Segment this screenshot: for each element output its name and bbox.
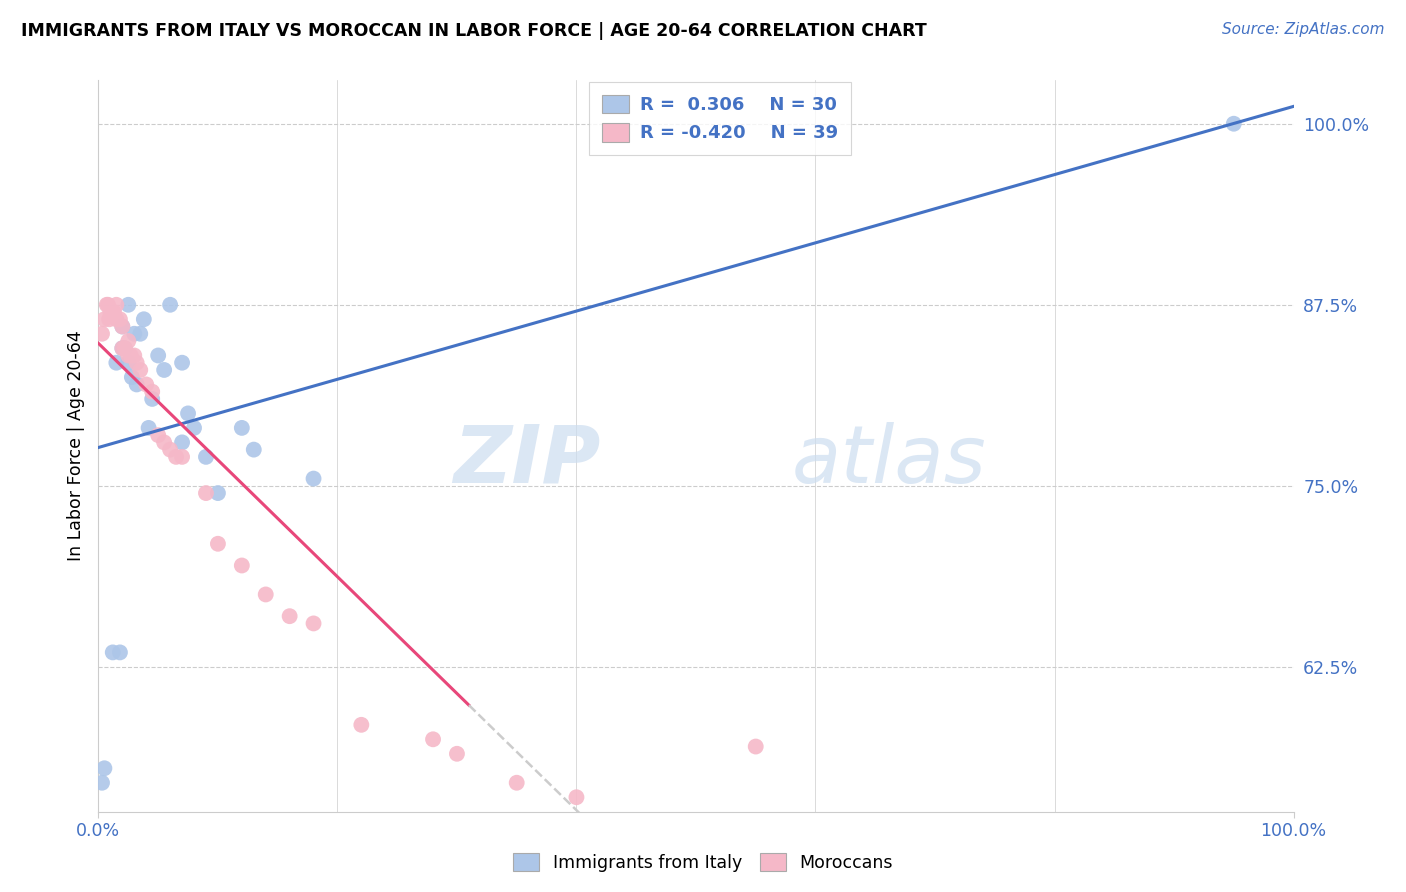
Point bbox=[159, 442, 181, 457]
Point bbox=[132, 312, 155, 326]
Point bbox=[105, 312, 128, 326]
Point bbox=[350, 718, 373, 732]
Point bbox=[207, 486, 229, 500]
Point bbox=[98, 305, 122, 319]
Point bbox=[93, 761, 115, 775]
Point bbox=[422, 732, 444, 747]
Point bbox=[231, 558, 253, 573]
Point bbox=[172, 356, 194, 370]
Point bbox=[446, 747, 468, 761]
Point bbox=[177, 406, 200, 420]
Point bbox=[148, 349, 170, 363]
Point bbox=[125, 356, 148, 370]
Point bbox=[97, 298, 120, 312]
Point bbox=[172, 450, 194, 464]
Point bbox=[111, 341, 134, 355]
Point bbox=[129, 326, 152, 341]
Text: IMMIGRANTS FROM ITALY VS MOROCCAN IN LABOR FORCE | AGE 20-64 CORRELATION CHART: IMMIGRANTS FROM ITALY VS MOROCCAN IN LAB… bbox=[21, 22, 927, 40]
Point bbox=[141, 392, 163, 406]
Text: Source: ZipAtlas.com: Source: ZipAtlas.com bbox=[1222, 22, 1385, 37]
Point bbox=[91, 326, 114, 341]
Point bbox=[745, 739, 768, 754]
Point bbox=[91, 776, 114, 790]
Point bbox=[117, 334, 139, 348]
Point bbox=[125, 377, 148, 392]
Point bbox=[195, 486, 218, 500]
Legend: Immigrants from Italy, Moroccans: Immigrants from Italy, Moroccans bbox=[506, 847, 900, 879]
Text: ZIP: ZIP bbox=[453, 422, 600, 500]
Point bbox=[120, 349, 142, 363]
Point bbox=[105, 298, 128, 312]
Point bbox=[117, 349, 139, 363]
Text: atlas: atlas bbox=[792, 422, 987, 500]
Point bbox=[565, 790, 588, 805]
Point bbox=[101, 645, 124, 659]
Point bbox=[243, 442, 266, 457]
Point bbox=[108, 312, 131, 326]
Point bbox=[302, 616, 325, 631]
Point bbox=[254, 587, 277, 601]
Point bbox=[114, 341, 136, 355]
Point bbox=[111, 341, 134, 355]
Point bbox=[98, 312, 121, 326]
Point bbox=[129, 363, 152, 377]
Point bbox=[114, 341, 136, 355]
Point bbox=[117, 356, 139, 370]
Point bbox=[111, 319, 134, 334]
Point bbox=[195, 450, 218, 464]
Legend: R =  0.306    N = 30, R = -0.420    N = 39: R = 0.306 N = 30, R = -0.420 N = 39 bbox=[589, 82, 851, 155]
Point bbox=[96, 298, 118, 312]
Y-axis label: In Labor Force | Age 20-64: In Labor Force | Age 20-64 bbox=[66, 331, 84, 561]
Point bbox=[103, 305, 125, 319]
Point bbox=[159, 298, 181, 312]
Point bbox=[278, 609, 301, 624]
Point bbox=[165, 450, 187, 464]
Point bbox=[138, 421, 160, 435]
Point bbox=[1223, 117, 1246, 131]
Point bbox=[124, 349, 146, 363]
Point bbox=[124, 326, 146, 341]
Point bbox=[148, 428, 170, 442]
Point bbox=[207, 537, 229, 551]
Point bbox=[183, 421, 205, 435]
Point bbox=[121, 370, 143, 384]
Point bbox=[141, 384, 163, 399]
Point bbox=[111, 319, 134, 334]
Point bbox=[172, 435, 194, 450]
Point bbox=[105, 356, 128, 370]
Point bbox=[506, 776, 529, 790]
Point bbox=[117, 298, 139, 312]
Point bbox=[153, 435, 176, 450]
Point bbox=[108, 645, 131, 659]
Point bbox=[93, 312, 115, 326]
Point bbox=[153, 363, 176, 377]
Point bbox=[135, 377, 157, 392]
Point bbox=[231, 421, 253, 435]
Point bbox=[302, 472, 325, 486]
Point bbox=[101, 305, 124, 319]
